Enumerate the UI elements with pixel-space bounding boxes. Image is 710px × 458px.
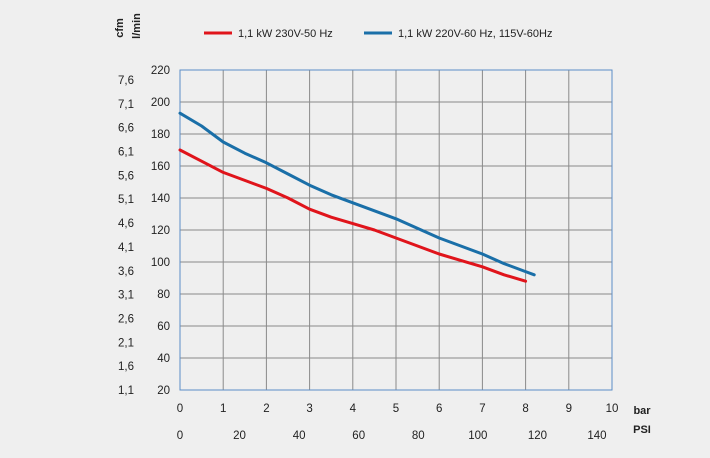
y-tick-label-cfm: 7,1 xyxy=(118,99,134,111)
x-tick-label-psi: 120 xyxy=(528,430,547,442)
x-tick-label-bar: 3 xyxy=(306,403,312,415)
y-tick-label-lmin: 60 xyxy=(157,321,170,333)
legend-label-2: 1,1 kW 220V-60 Hz, 115V-60Hz xyxy=(398,28,553,40)
y-tick-label-lmin: 80 xyxy=(157,289,170,301)
x-tick-label-bar: 9 xyxy=(566,403,572,415)
x-tick-label-bar: 6 xyxy=(436,403,442,415)
x-tick-label-bar: 5 xyxy=(393,403,399,415)
legend-label-1: 1,1 kW 230V-50 Hz xyxy=(238,28,333,40)
x-tick-label-bar: 8 xyxy=(522,403,528,415)
y-tick-label-lmin: 40 xyxy=(157,353,170,365)
y-tick-label-cfm: 5,1 xyxy=(118,194,134,206)
y-tick-label-cfm: 6,6 xyxy=(118,123,134,135)
x-axis-label-psi: PSI xyxy=(633,424,651,436)
y-tick-label-lmin: 180 xyxy=(151,129,170,141)
y-tick-label-lmin: 220 xyxy=(151,65,170,77)
y-tick-label-lmin: 120 xyxy=(151,225,170,237)
x-tick-label-psi: 20 xyxy=(233,430,246,442)
axis-layer: 0 1 2 3 4 5 6 7 8 9 102040608010012014016018020022… xyxy=(114,13,651,442)
y-tick-label-lmin: 100 xyxy=(151,257,170,269)
y-tick-label-cfm: 3,6 xyxy=(118,266,134,278)
x-tick-label-psi: 140 xyxy=(587,430,606,442)
x-tick-label-bar: 2 xyxy=(263,403,269,415)
y-axis-label-lmin: l/min xyxy=(131,13,143,39)
y-tick-label-cfm: 2,1 xyxy=(118,337,134,349)
x-tick-label-psi: 60 xyxy=(352,430,365,442)
y-axis-label-cfm: cfm xyxy=(114,18,126,38)
y-tick-label-cfm: 2,6 xyxy=(118,313,134,325)
grid xyxy=(179,69,613,391)
x-tick-label-psi: 100 xyxy=(468,430,487,442)
x-tick-label-psi: 80 xyxy=(412,430,425,442)
y-tick-label-cfm: 4,1 xyxy=(118,242,134,254)
x-tick-label-bar: 10 xyxy=(606,403,619,415)
x-tick-label-bar: 0 xyxy=(177,403,183,415)
y-tick-label-lmin: 160 xyxy=(151,161,170,173)
y-tick-label-cfm: 7,6 xyxy=(118,75,134,87)
series-line-1 xyxy=(178,148,528,283)
x-axis-label-bar: bar xyxy=(633,405,651,417)
y-tick-label-cfm: 3,1 xyxy=(118,290,134,302)
y-tick-label-cfm: 1,6 xyxy=(118,361,134,373)
y-tick-label-lmin: 200 xyxy=(151,97,170,109)
y-tick-label-cfm: 6,1 xyxy=(118,147,134,159)
plot-frame xyxy=(179,69,613,391)
x-tick-label-psi: 0 xyxy=(177,430,183,442)
y-tick-label-cfm: 4,6 xyxy=(118,218,134,230)
y-tick-label-lmin: 140 xyxy=(151,193,170,205)
series-line-2 xyxy=(178,111,536,277)
y-tick-label-cfm: 5,6 xyxy=(118,170,134,182)
x-tick-label-psi: 40 xyxy=(293,430,306,442)
x-tick-label-bar: 1 xyxy=(220,403,226,415)
y-tick-label-cfm: 1,1 xyxy=(118,385,134,397)
legend: 1,1 kW 230V-50 Hz 1,1 kW 220V-60 Hz, 115V… xyxy=(204,28,553,40)
y-tick-label-lmin: 20 xyxy=(157,385,170,397)
x-tick-label-bar: 7 xyxy=(479,403,485,415)
x-tick-label-bar: 4 xyxy=(350,403,357,415)
series-layer xyxy=(178,111,536,283)
